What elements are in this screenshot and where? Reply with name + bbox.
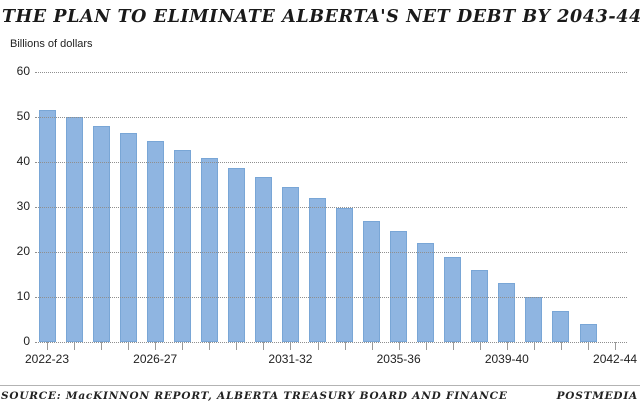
y-axis-label-40: 40 [16,154,30,168]
gridline-20 [35,252,627,253]
x-tick-7 [236,342,238,350]
y-axis-label-60: 60 [16,64,30,78]
bar-2027-28 [173,150,191,342]
gridline-30 [35,207,627,208]
bar-2034-35 [363,220,381,342]
bar-2023-24 [65,117,83,342]
bar-2022-23 [38,110,56,342]
gridline-0 [35,342,627,343]
x-tick-17 [506,342,508,350]
source-credit: SOURCE: MacKINNON REPORT, ALBERTA TREASU… [1,390,508,402]
x-tick-19 [560,342,562,350]
x-tick-16 [479,342,481,350]
x-tick-3 [128,342,130,350]
x-tick-4 [155,342,157,350]
y-axis-label-10: 10 [16,289,30,303]
x-tick-6 [209,342,211,350]
x-axis-label-2039-40: 2039-40 [484,352,529,366]
x-tick-18 [533,342,535,350]
x-axis-label-2042-44: 2042-44 [593,352,638,366]
gridline-60 [35,72,627,73]
bar-2028-29 [200,157,218,342]
x-axis-label-2035-36: 2035-36 [376,352,421,366]
bar-2026-27 [146,141,164,342]
x-tick-8 [263,342,265,350]
x-tick-10 [317,342,319,350]
x-tick-15 [452,342,454,350]
bar-2042-43 [579,324,597,342]
bar-2029-30 [227,168,245,342]
x-tick-11 [344,342,346,350]
bar-2038-39 [471,269,489,342]
bar-2039-40 [498,283,516,342]
bar-2031-32 [281,187,299,342]
bar-2041-42 [552,310,570,342]
y-axis-label-0: 0 [23,334,30,348]
bar-2032-33 [309,197,326,342]
footer-divider [0,385,640,386]
bar-2035-36 [390,230,408,342]
bar-2030-31 [254,177,272,342]
x-axis-label-2031-32: 2031-32 [268,352,313,366]
bar-2024-25 [92,125,110,342]
y-axis-label-30: 30 [16,199,30,213]
x-tick-5 [182,342,184,350]
x-tick-20 [588,342,589,350]
x-axis-label-2022-23: 2022-23 [24,352,70,366]
plot-area: 2022-23 2026-27 2031-32 2035-36 2039-40 2042-… [25,72,637,366]
bar-2037-38 [444,256,462,342]
x-tick-2 [101,342,103,350]
bar-2040-41 [525,297,543,342]
x-tick-0 [47,342,48,350]
bar-2036-37 [417,242,435,342]
bar-2025-26 [119,132,137,342]
y-axis-label-50: 50 [16,109,30,123]
x-tick-13 [398,342,400,350]
x-tick-14 [425,342,427,350]
axis-unit-label: Billions of dollars [10,38,93,50]
gridline-40 [35,162,627,163]
chart-title: THE PLAN TO ELIMINATE ALBERTA'S NET DEBT… [2,7,640,27]
publisher-credit: POSTMEDIA [556,390,638,402]
x-axis-label-2026-27: 2026-27 [133,352,178,366]
x-tick-12 [371,342,373,350]
x-tick-21 [615,342,617,350]
y-axis-label-20: 20 [16,244,30,258]
x-tick-1 [74,342,76,350]
bar-2033-34 [336,207,354,342]
gridline-10 [35,297,627,298]
gridline-50 [35,117,627,118]
x-tick-9 [290,342,292,350]
